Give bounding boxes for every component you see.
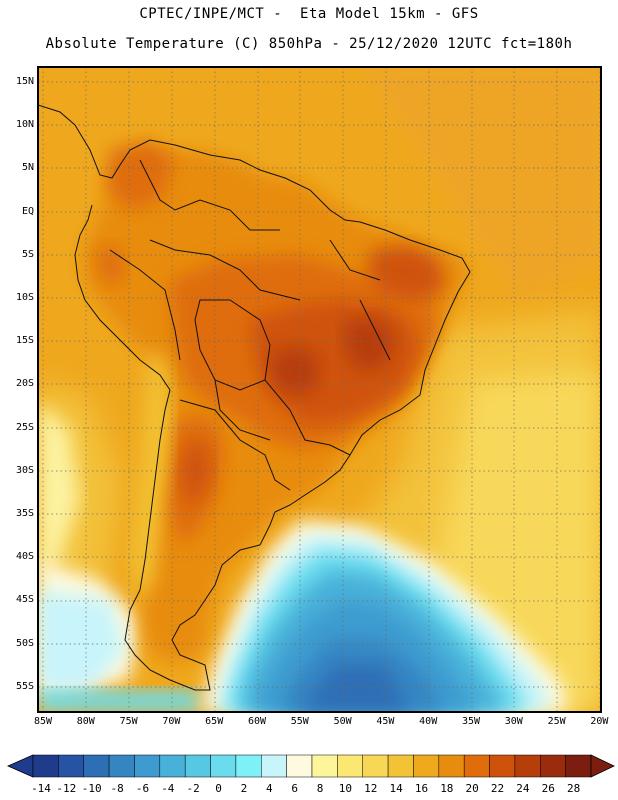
- colorbar-label: 14: [389, 782, 403, 795]
- temperature-field: [38, 67, 601, 712]
- colorbar-bin: [565, 754, 592, 778]
- lon-label: 20W: [590, 716, 609, 727]
- colorbar-label: -4: [161, 782, 175, 795]
- colorbar-label: 16: [414, 782, 429, 795]
- lat-label: 45S: [15, 594, 34, 606]
- colorbar-bin: [489, 754, 516, 778]
- colorbar-label: 24: [516, 782, 530, 795]
- colorbar-label: 22: [490, 782, 505, 795]
- lat-label: 10S: [15, 292, 34, 303]
- colorbar-bin: [134, 754, 161, 778]
- colorbar-bin: [413, 754, 440, 778]
- lat-label: 5N: [21, 162, 34, 174]
- lat-label: 30S: [15, 464, 34, 476]
- lon-label: 60W: [247, 716, 267, 727]
- colorbar-label: 20: [465, 782, 479, 795]
- lat-label: 50S: [15, 637, 34, 649]
- lon-label: 85W: [33, 716, 53, 727]
- colorbar-bin: [362, 754, 389, 778]
- lat-label: EQ: [21, 205, 34, 217]
- map-title-line-2: Absolute Temperature (C) 850hPa - 25/12/…: [45, 36, 573, 52]
- lon-label: 65W: [205, 716, 224, 727]
- colorbar-label: 0: [215, 782, 222, 795]
- lat-label: 15S: [15, 335, 34, 347]
- lon-label: 70W: [162, 716, 181, 727]
- colorbar-label: -8: [110, 782, 124, 795]
- lon-label: 55W: [290, 716, 309, 727]
- colorbar-label: 18: [440, 782, 454, 795]
- lon-label: 45W: [376, 716, 395, 727]
- colorbar-bin: [463, 754, 490, 778]
- map-title-line-1: CPTEC/INPE/MCT - Eta Model 15km - GFS: [139, 6, 479, 22]
- colorbar-label: 26: [541, 782, 555, 795]
- lon-label: 40W: [419, 716, 438, 727]
- coastlines: [38, 104, 471, 691]
- colorbar-bin: [261, 754, 287, 778]
- lat-label: 15N: [15, 76, 34, 87]
- colorbar-label: 28: [567, 782, 581, 795]
- lon-label: 35W: [461, 716, 481, 727]
- colorbar-label: -14: [31, 782, 51, 795]
- colorbar-bin: [83, 754, 110, 778]
- lat-label: 5S: [21, 248, 34, 260]
- lon-label: 50W: [333, 716, 352, 727]
- colorbar-bin: [210, 754, 237, 778]
- colorbar-label: -12: [56, 782, 77, 795]
- colorbar-bin: [32, 754, 59, 778]
- colorbar-left-arrow: [7, 754, 34, 778]
- colorbar-bin: [311, 754, 338, 778]
- lat-label: 25S: [15, 421, 34, 433]
- colorbar-label: 6: [291, 782, 298, 795]
- colorbar-label: 8: [316, 782, 324, 795]
- colorbar-label: -2: [186, 782, 200, 795]
- colorbar-bin: [514, 754, 541, 778]
- lat-label: 55S: [15, 680, 34, 692]
- colorbar-label: -6: [135, 782, 150, 795]
- lat-lon-grid: [38, 67, 601, 712]
- colorbar-bin: [387, 754, 414, 778]
- colorbar-bin: [184, 754, 211, 778]
- colorbar-bin: [159, 754, 186, 778]
- lon-label: 80W: [76, 716, 95, 727]
- map-frame: [37, 66, 602, 713]
- lat-label: 35S: [15, 508, 34, 519]
- lon-label: 25W: [547, 716, 566, 727]
- lat-label: 10N: [15, 119, 34, 131]
- colorbar-bin: [540, 754, 566, 778]
- colorbar-label: 2: [240, 782, 248, 795]
- lat-label: 20S: [15, 378, 34, 390]
- colorbar-label: 12: [364, 782, 378, 795]
- colorbar-bin: [337, 754, 363, 778]
- colorbar-label: 10: [338, 782, 352, 795]
- colorbar-bin: [58, 754, 84, 778]
- colorbar-bin: [438, 754, 465, 778]
- colorbar-right-arrow: [590, 754, 615, 778]
- lon-label: 75W: [119, 716, 138, 727]
- colorbar-bin: [108, 754, 135, 778]
- colorbar-bin: [235, 754, 262, 778]
- colorbar-label: 4: [265, 782, 273, 795]
- lat-label: 40S: [15, 551, 34, 563]
- colorbar-bin: [286, 754, 313, 778]
- lon-label: 30W: [504, 716, 523, 727]
- temperature-colorbar: [7, 754, 615, 778]
- colorbar-label: -10: [81, 782, 102, 795]
